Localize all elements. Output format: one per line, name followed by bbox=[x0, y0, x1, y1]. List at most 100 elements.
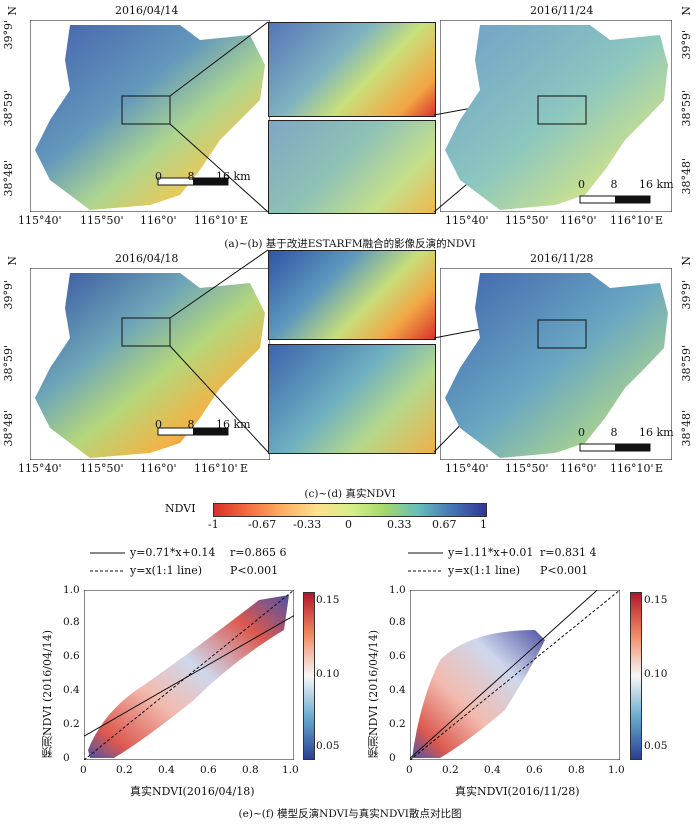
ytick-r5: 1.0 bbox=[389, 584, 406, 596]
cbar-right-3: 0.05 bbox=[644, 740, 668, 752]
map-c bbox=[30, 268, 270, 460]
xtick-r1: 0.2 bbox=[442, 764, 459, 776]
lon-tick-b2: 115°50' bbox=[505, 214, 549, 227]
lon-tick-ce: E bbox=[240, 462, 249, 475]
lon-tick-d2: 115°50' bbox=[505, 462, 549, 475]
lat-tick-b3: 38°48' bbox=[680, 158, 693, 195]
cbar-left-3: 0.05 bbox=[316, 740, 340, 752]
ndvi-tick-7: 1 bbox=[480, 518, 487, 531]
oneone-label-left: y=x(1:1 line) bbox=[130, 564, 203, 577]
ytick-l4: 0.8 bbox=[63, 616, 80, 628]
scale-d: 0 8 16 km bbox=[578, 426, 674, 439]
xtick-r2: 0.4 bbox=[484, 764, 501, 776]
lon-tick-c4: 116°10' bbox=[194, 462, 238, 475]
p-label-left: P<0.001 bbox=[230, 564, 279, 577]
lat-tick-d2: 38°59' bbox=[680, 345, 693, 382]
zoom-b bbox=[268, 120, 436, 214]
cbar-left-2: 0.10 bbox=[316, 668, 340, 680]
scatter-plot-left bbox=[84, 590, 294, 760]
ytick-l2: 0.4 bbox=[63, 684, 80, 696]
ytick-r0: 0 bbox=[389, 752, 396, 764]
north-label-a: N bbox=[6, 6, 19, 16]
xtick-l1: 0.2 bbox=[116, 764, 133, 776]
fit-line-left bbox=[84, 615, 294, 737]
lon-tick-d3: 116°0' bbox=[560, 462, 597, 475]
lon-tick-e: E bbox=[240, 214, 249, 227]
date-b: 2016/11/24 bbox=[530, 4, 594, 17]
lon-tick-be: E bbox=[655, 214, 664, 227]
lon-tick-2: 115°50' bbox=[80, 214, 124, 227]
ndvi-tick-6: 0.67 bbox=[432, 518, 457, 531]
lon-tick-b4: 116°10' bbox=[610, 214, 654, 227]
ytick-l5: 1.0 bbox=[63, 584, 80, 596]
ylabel-left: 预测NDVI (2016/04/14) bbox=[41, 630, 54, 759]
one-to-one-line-right bbox=[410, 590, 620, 760]
ytick-l0: 0 bbox=[63, 752, 70, 764]
ylabel-right: 预测NDVI (2016/04/14) bbox=[367, 630, 380, 759]
ytick-r4: 0.8 bbox=[389, 616, 406, 628]
date-a: 2016/04/14 bbox=[115, 4, 179, 17]
fit-line-right bbox=[410, 590, 598, 759]
density-colorbar-left bbox=[303, 592, 315, 760]
date-c: 2016/04/18 bbox=[115, 252, 179, 265]
lon-tick-b3: 116°0' bbox=[560, 214, 597, 227]
lon-tick-3: 116°0' bbox=[140, 214, 177, 227]
ytick-r3: 0.6 bbox=[389, 650, 406, 662]
lon-tick-1: 115°40' bbox=[18, 214, 62, 227]
lon-tick-c3: 116°0' bbox=[140, 462, 177, 475]
caption-ef: (e)~(f) 模型反演NDVI与真实NDVI散点对比图 bbox=[238, 808, 462, 820]
fit-label-left: y=0.71*x+0.14 bbox=[130, 546, 216, 559]
lon-tick-c2: 115°50' bbox=[80, 462, 124, 475]
lon-tick-4: 116°10' bbox=[194, 214, 238, 227]
lon-tick-de: E bbox=[655, 462, 664, 475]
xtick-r3: 0.6 bbox=[526, 764, 543, 776]
xtick-l0: 0 bbox=[80, 764, 87, 776]
cbar-left-1: 0.15 bbox=[316, 594, 340, 606]
ndvi-colorbar bbox=[213, 503, 487, 517]
oneone-label-right: y=x(1:1 line) bbox=[448, 564, 521, 577]
caption-cd: (c)~(d) 真实NDVI bbox=[304, 488, 396, 500]
xtick-l3: 0.6 bbox=[200, 764, 217, 776]
zoom-d bbox=[268, 344, 436, 454]
cbar-right-2: 0.10 bbox=[644, 668, 668, 680]
scale-b: 0 8 16 km bbox=[578, 178, 674, 191]
ndvi-tick-3: -0.33 bbox=[293, 518, 322, 531]
zoom-a bbox=[268, 22, 436, 117]
fit-label-right: y=1.11*x+0.01 bbox=[448, 546, 534, 559]
xtick-l2: 0.4 bbox=[158, 764, 175, 776]
caption-ab: (a)~(b) 基于改进ESTARFM融合的影像反演的NDVI bbox=[224, 238, 476, 250]
map-b bbox=[440, 20, 672, 212]
lat-tick-b2: 38°59' bbox=[680, 90, 693, 127]
lat-tick-d3: 38°48' bbox=[680, 410, 693, 447]
lon-tick-d4: 116°10' bbox=[610, 462, 654, 475]
r-label-right: r=0.831 4 bbox=[540, 546, 597, 559]
ytick-l1: 0.2 bbox=[63, 718, 80, 730]
xtick-r0: 0 bbox=[406, 764, 413, 776]
map-a bbox=[30, 20, 270, 212]
ndvi-tick-2: -0.67 bbox=[248, 518, 277, 531]
ndvi-tick-4: 0 bbox=[345, 518, 352, 531]
r-label-left: r=0.865 6 bbox=[230, 546, 287, 559]
ytick-l3: 0.6 bbox=[63, 650, 80, 662]
density-colorbar-right bbox=[630, 592, 642, 760]
lon-tick-b1: 115°40' bbox=[445, 214, 489, 227]
xtick-l4: 0.8 bbox=[242, 764, 259, 776]
scale-c: 0 8 16 km bbox=[155, 418, 251, 431]
map-d bbox=[440, 268, 672, 460]
xtick-r5: 1.0 bbox=[608, 764, 625, 776]
scatter-legend-lines bbox=[90, 552, 443, 572]
xtick-l5: 1.0 bbox=[282, 764, 299, 776]
north-label-b: N bbox=[680, 6, 693, 16]
ytick-r2: 0.4 bbox=[389, 684, 406, 696]
lat-tick-d1: 39°9' bbox=[680, 280, 693, 310]
lon-tick-c1: 115°40' bbox=[18, 462, 62, 475]
date-d: 2016/11/28 bbox=[530, 252, 594, 265]
p-label-right: P<0.001 bbox=[540, 564, 589, 577]
zoom-c bbox=[268, 250, 436, 340]
cbar-right-1: 0.15 bbox=[644, 594, 668, 606]
lon-tick-d1: 115°40' bbox=[445, 462, 489, 475]
lat-tick-b1: 39°9' bbox=[680, 30, 693, 60]
north-label-d: N bbox=[680, 256, 693, 266]
xtick-r4: 0.8 bbox=[568, 764, 585, 776]
ytick-r1: 0.2 bbox=[389, 718, 406, 730]
